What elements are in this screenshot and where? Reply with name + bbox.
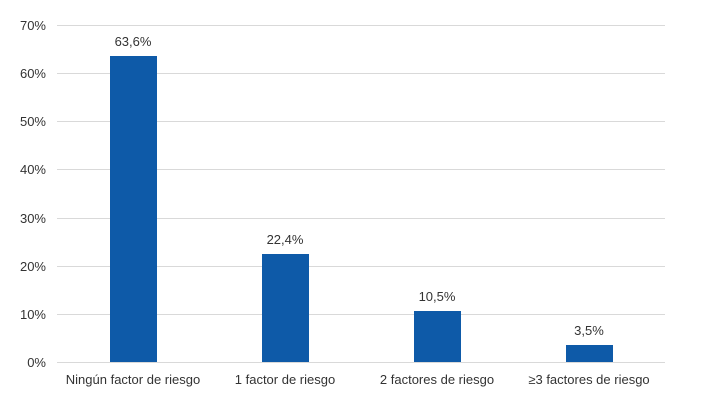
gridline [57, 266, 665, 267]
bar-value-label: 63,6% [114, 34, 152, 49]
bar [262, 254, 309, 362]
gridline [57, 314, 665, 315]
gridline [57, 169, 665, 170]
y-axis-tick-label: 50% [19, 114, 46, 129]
x-axis-category-label: ≥3 factores de riesgo [528, 372, 650, 387]
gridline [57, 121, 665, 122]
x-axis-category-label: 2 factores de riesgo [379, 372, 495, 387]
bar [110, 56, 157, 362]
y-axis-tick-label: 10% [19, 307, 46, 322]
y-axis-tick-label: 30% [19, 211, 46, 226]
bar [414, 311, 461, 362]
x-axis-category-label: 1 factor de riesgo [234, 372, 336, 387]
y-axis-tick-label: 70% [19, 18, 46, 33]
y-axis-tick-label: 60% [19, 66, 46, 81]
y-axis-tick-label: 20% [19, 259, 46, 274]
y-axis-tick-label: 40% [19, 162, 46, 177]
bar-value-label: 10,5% [418, 289, 456, 304]
x-axis-category-label: Ningún factor de riesgo [65, 372, 201, 387]
gridline [57, 218, 665, 219]
y-axis-tick-label: 0% [27, 355, 46, 370]
gridline [57, 362, 665, 363]
bar [566, 345, 613, 362]
gridline [57, 73, 665, 74]
bar-value-label: 3,5% [574, 323, 604, 338]
gridline [57, 25, 665, 26]
bar-value-label: 22,4% [266, 232, 304, 247]
